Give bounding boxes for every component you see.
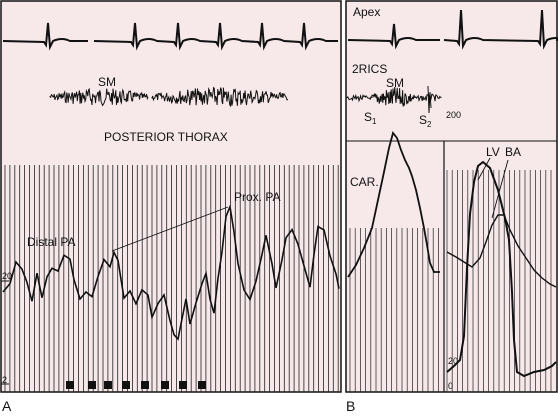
scale-20-b-label: 20 [448, 356, 458, 366]
catheter-pullback-line [111, 206, 229, 252]
distal-pa-label: Distal PA [27, 235, 75, 249]
ba-label: BA [505, 145, 521, 159]
lv-label-leader [477, 157, 491, 181]
apex-label: Apex [353, 5, 380, 19]
rics-label: 2RICS [352, 62, 387, 76]
panel-a-time-markers [66, 381, 206, 389]
scale-20-label: 20 [2, 271, 12, 281]
panel-a-time-grid [4, 165, 339, 392]
lv-label: LV [486, 145, 500, 159]
panel-a-letter: A [2, 398, 12, 414]
prox-pa-label: Prox. PA [234, 190, 280, 204]
panel-a-background [0, 0, 342, 393]
scale-200-label: 200 [446, 110, 461, 120]
panel-b-carotid-trace [347, 131, 440, 278]
panel-b-sm-label: SM [386, 76, 404, 90]
panel-a-ecg-trace [2, 22, 338, 51]
panel-b-letter: B [346, 398, 355, 414]
s2-label: S2 [419, 113, 432, 129]
ba-label-leader [491, 159, 509, 219]
panel-b-lv-pressure-trace [446, 160, 557, 378]
s1-label: S1 [364, 110, 377, 126]
scale-2-label: 2 [2, 375, 7, 385]
panel-b-carotid-grid [349, 228, 439, 392]
panel-b-murmur-trace [346, 85, 442, 114]
posterior-thorax-label: POSTERIOR THORAX [104, 130, 228, 144]
panel-a-sm-label: SM [98, 75, 116, 89]
panel-a-pa-pressure-trace [2, 203, 340, 341]
carotid-label: CAR. [350, 175, 379, 189]
panel-b-ba-pressure-trace [446, 214, 557, 288]
panel-a-murmur-trace [49, 86, 289, 108]
panel-b-pressure-grid [446, 170, 552, 392]
scale-0-label: 0 [448, 381, 453, 391]
